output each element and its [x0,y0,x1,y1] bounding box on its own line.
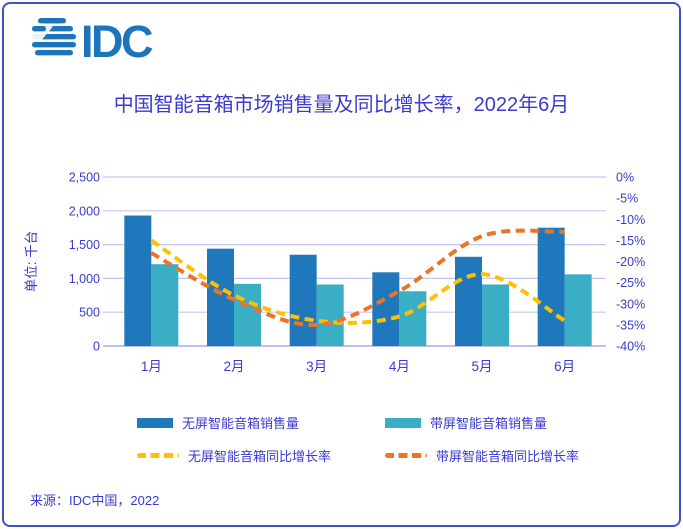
svg-text:2月: 2月 [223,359,244,374]
gridlines [103,176,606,347]
source-note: 来源：IDC中国，2022 [30,493,160,508]
bar-无屏智能音箱销售量 [372,272,400,346]
legend-dashed-line-swatch [137,453,179,458]
svg-text:0: 0 [93,340,100,354]
svg-text:4月: 4月 [389,359,410,374]
legend-item: 无屏智能音箱销售量 [137,413,385,432]
bar-带屏智能音箱销售量 [564,274,592,346]
legend-label: 带屏智能音箱销售量 [430,416,548,431]
legend-label: 无屏智能音箱销售量 [182,416,300,431]
svg-text:1,000: 1,000 [69,272,100,286]
legend-label: 带屏智能音箱同比增长率 [436,449,580,464]
y-axis-right: 0% -5% -10% -15% -20% -25% -30% -35% -40% [616,171,645,354]
line-带屏智能音箱同比增长率 [150,228,565,327]
svg-text:1月: 1月 [141,359,162,374]
line-无屏智能音箱同比增长率 [150,238,566,325]
left-axis-unit-label: 单位: 千台 [24,231,39,293]
legend-label: 无屏智能音箱同比增长率 [188,449,332,464]
svg-text:-20%: -20% [616,255,645,269]
bar-带屏智能音箱销售量 [399,291,427,346]
svg-text:-25%: -25% [616,276,645,290]
svg-text:-10%: -10% [616,213,645,227]
legend-item: 无屏智能音箱同比增长率 [137,446,385,465]
legend-bar-swatch [137,417,173,428]
svg-text:-40%: -40% [616,340,645,354]
idc-globe-icon [29,15,78,68]
x-axis-labels: 1月 2月 3月 4月 5月 6月 [141,359,575,374]
bar-无屏智能音箱销售量 [537,227,565,346]
legend-dashed-line-swatch [385,453,427,458]
bar-无屏智能音箱销售量 [289,254,317,346]
chart-legend: 无屏智能音箱销售量 带屏智能音箱销售量无屏智能音箱同比增长率 带屏智能音箱同比增长率 [137,413,579,465]
svg-text:6月: 6月 [554,359,575,374]
bar-无屏智能音箱销售量 [455,256,482,346]
bar-带屏智能音箱销售量 [482,284,509,346]
svg-text:3月: 3月 [306,359,327,374]
bar-带屏智能音箱销售量 [316,284,344,346]
svg-text:2,000: 2,000 [69,204,100,218]
legend-item: 带屏智能音箱销售量 [385,413,579,432]
svg-text:-35%: -35% [616,318,645,332]
bar-带屏智能音箱销售量 [151,264,179,346]
svg-text:1,500: 1,500 [69,238,100,252]
idc-logo: IDC [29,15,154,68]
bar-带屏智能音箱销售量 [234,283,261,346]
bar-无屏智能音箱销售量 [124,215,152,346]
growth-lines [150,228,566,327]
svg-text:-5%: -5% [616,192,638,206]
legend-bar-swatch [385,417,421,428]
y-axis-left: 0 500 1,000 1,500 2,000 2,500 [69,171,100,354]
svg-text:5月: 5月 [471,359,492,374]
idc-logo-text: IDC [81,16,154,67]
svg-text:2,500: 2,500 [69,171,100,185]
bars [124,215,592,346]
svg-text:0%: 0% [616,171,634,185]
svg-text:-30%: -30% [616,297,645,311]
chart-title: 中国智能音箱市场销售量及同比增长率，2022年6月 [113,94,570,116]
legend-item: 带屏智能音箱同比增长率 [385,446,579,465]
svg-text:500: 500 [79,306,100,320]
svg-text:-15%: -15% [616,234,645,248]
